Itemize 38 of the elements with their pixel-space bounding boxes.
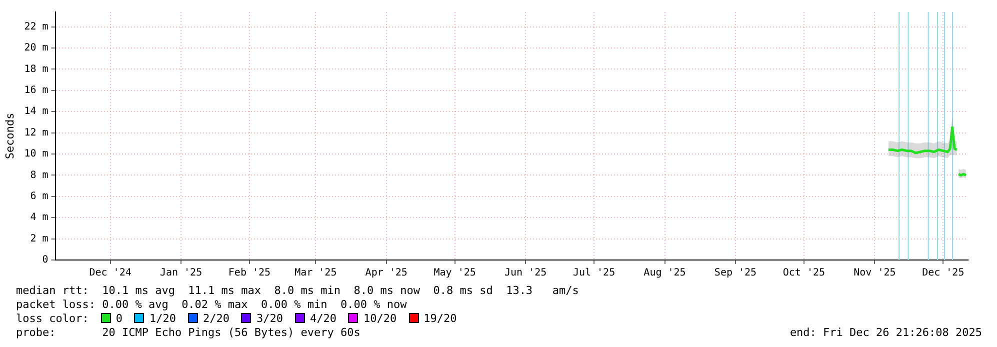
x-tick-label: Aug '25 (644, 268, 686, 279)
x-tick-label: Jun '25 (504, 268, 547, 279)
y-axis-title: Seconds (3, 112, 16, 160)
legend-label: 1/20 (149, 312, 176, 325)
y-tick-label: 10 m (24, 148, 48, 160)
y-tick-label: 16 m (24, 85, 48, 96)
x-tick-label: Jan '25 (160, 268, 202, 279)
y-tick-label: 18 m (24, 64, 48, 75)
x-tick-label: May '25 (434, 268, 476, 279)
text: end: Fri Dec 26 21:26:08 2025 (790, 326, 982, 340)
legend-label: 19/20 (424, 312, 457, 325)
legend-label: 2/20 (202, 312, 230, 325)
text: probe: 20 ICMP Echo Pings (56 Bytes) every 60s (16, 326, 360, 339)
y-tick-label: 20 m (24, 42, 48, 54)
y-tick-label: 4 m (30, 212, 48, 224)
text: median rtt: 10.1 ms avg 11.1 ms max 8.0 ms min 8.0 ms now 0.8 ms sd 13.3 am/s (16, 284, 580, 298)
legend-title: loss color: (16, 312, 89, 325)
y-tick-label: 2 m (30, 233, 48, 244)
y-tick-label: 8 m (30, 170, 48, 181)
x-tick-label: Mar '25 (294, 268, 337, 279)
text: packet loss: 0.00 % avg 0.02 % max 0.00 % min 0.00 % now (16, 298, 408, 312)
x-tick-label: Jul '25 (572, 268, 616, 279)
y-tick-label: 22 m (24, 21, 48, 32)
y-tick-label: 0 (42, 254, 48, 266)
x-tick-label: Oct '25 (782, 268, 826, 279)
x-tick-label: Feb '25 (228, 268, 271, 279)
legend-label: 0 (116, 312, 122, 325)
x-tick-label: Dec '24 (89, 268, 132, 279)
legend-label: 10/20 (363, 312, 397, 325)
x-tick-label: Sep '25 (714, 268, 757, 279)
y-tick-label: 14 m (24, 106, 48, 118)
legend-label: 3/20 (256, 312, 283, 325)
x-tick-label: Dec '25 (922, 268, 964, 279)
y-tick-label: 12 m (24, 127, 48, 138)
x-tick-label: Apr '25 (365, 268, 408, 279)
y-tick-label: 6 m (30, 191, 48, 202)
x-tick-label: Nov '25 (854, 268, 896, 279)
legend-label: 4/20 (310, 312, 336, 325)
